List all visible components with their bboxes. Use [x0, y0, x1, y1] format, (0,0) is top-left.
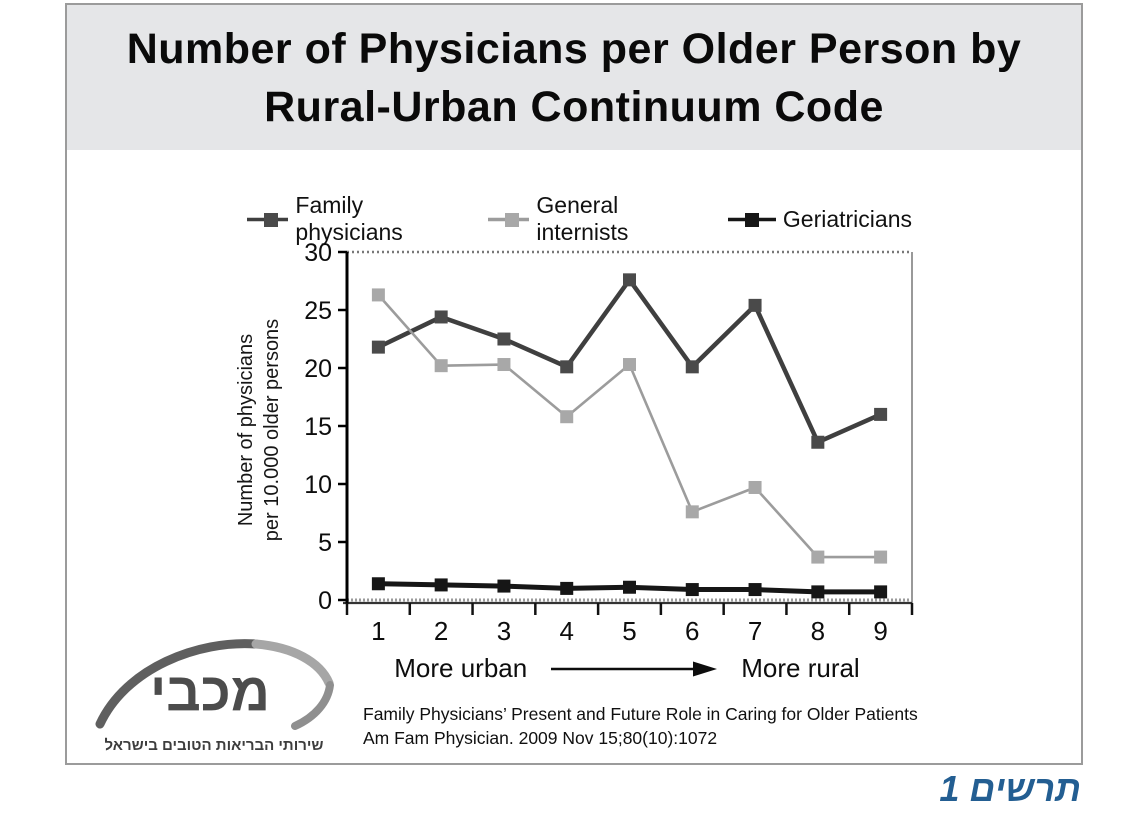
figure-number-label: תרשים 1 — [939, 768, 1081, 809]
legend-item-general-internists: General internists — [487, 192, 692, 246]
maccabi-logo: מכבי שירותי הבריאות הטובים בישראל — [88, 638, 340, 754]
slide: Number of Physicians per Older Person by… — [65, 3, 1083, 765]
physicians-line-chart: 0 5 10 15 20 25 30 1 2 3 4 5 6 7 8 9 — [300, 238, 925, 648]
data-point-general-internists-8 — [811, 550, 825, 564]
legend-label-general-internists: General internists — [536, 192, 629, 245]
maccabi-logo-icon: מכבי — [95, 639, 334, 730]
data-point-family-physicians-5 — [623, 273, 636, 287]
y-axis-title: Number of physicians per 10.000 older pe… — [233, 319, 285, 541]
y-tick-label: 5 — [318, 529, 332, 557]
data-point-geriatricians-4 — [560, 581, 574, 595]
series-geriatricians — [371, 577, 888, 599]
x-tick-label: 2 — [434, 616, 448, 646]
data-point-general-internists-9 — [874, 550, 888, 564]
page-title-line1: Number of Physicians per Older Person by — [126, 24, 1022, 73]
data-point-family-physicians-9 — [874, 407, 888, 421]
data-point-geriatricians-6 — [685, 583, 699, 597]
logo-tagline: שירותי הבריאות הטובים בישראל — [104, 737, 324, 754]
y-tick-label: 20 — [304, 355, 332, 383]
data-point-geriatricians-2 — [434, 578, 448, 592]
data-point-family-physicians-8 — [811, 435, 825, 449]
data-point-geriatricians-8 — [811, 585, 825, 599]
y-axis-title-line1: Number of physicians — [235, 333, 257, 527]
data-point-family-physicians-3 — [497, 332, 511, 346]
data-point-geriatricians-5 — [623, 580, 636, 594]
legend-marker-family-physicians-icon — [247, 212, 289, 227]
x-tick-label: 7 — [748, 616, 762, 646]
x-tick-label: 5 — [622, 616, 636, 646]
legend-item-family-physicians: Family physicians — [247, 192, 452, 246]
y-tick-label: 15 — [304, 413, 332, 441]
data-point-general-internists-4 — [560, 410, 574, 424]
y-tick-label: 0 — [318, 587, 332, 615]
svg-text:מכבי: מכבי — [150, 662, 270, 722]
data-point-family-physicians-6 — [685, 360, 699, 374]
legend-marker-geriatricians-icon — [727, 212, 776, 227]
data-point-general-internists-2 — [434, 359, 448, 373]
x-tick-label: 4 — [559, 616, 573, 646]
y-axis-title-line2: per 10.000 older persons — [261, 318, 283, 542]
more-rural-label: More rural — [741, 653, 860, 683]
legend-item-geriatricians: Geriatricians — [727, 205, 912, 233]
data-point-general-internists-5 — [623, 358, 636, 372]
plot-frame — [343, 250, 913, 605]
source-citation-line1: Family Physicians’ Present and Future Ro… — [363, 704, 918, 724]
y-tick-label: 30 — [304, 239, 332, 267]
data-point-family-physicians-2 — [434, 310, 448, 324]
x-axis: 1 2 3 4 5 6 7 8 9 — [345, 603, 914, 646]
x-axis-annotation: More urban More rural — [337, 653, 917, 684]
page-title-line2: Rural-Urban Continuum Code — [264, 82, 884, 131]
data-point-general-internists-3 — [497, 358, 511, 372]
plot-svg: 0 5 10 15 20 25 30 1 2 3 4 5 6 7 8 9 — [304, 239, 914, 646]
data-point-geriatricians-9 — [874, 585, 888, 599]
y-tick-label: 10 — [304, 471, 332, 499]
chart-legend: Family physicians General internists Geria… — [247, 192, 912, 246]
legend-marker-general-internists-icon — [487, 212, 530, 227]
y-tick-label: 25 — [304, 297, 332, 325]
data-point-general-internists-1 — [371, 288, 385, 302]
data-point-family-physicians-1 — [371, 340, 385, 354]
title-banner: Number of Physicians per Older Person by… — [67, 5, 1081, 150]
legend-label-geriatricians: Geriatricians — [782, 205, 912, 232]
series-family-physicians — [371, 273, 888, 449]
x-tick-label: 3 — [497, 616, 511, 646]
data-point-general-internists-7 — [748, 480, 762, 494]
series-general-internists — [371, 288, 888, 564]
x-tick-label: 6 — [685, 616, 699, 646]
legend-label-family-physicians: Family physicians — [295, 192, 403, 245]
series-line-general-internists — [377, 294, 881, 559]
right-arrow-icon — [551, 661, 718, 676]
data-point-family-physicians-4 — [560, 360, 574, 374]
x-tick-label: 8 — [811, 616, 825, 646]
source-citation-line2: Am Fam Physician. 2009 Nov 15;80(10):107… — [363, 728, 718, 748]
x-tick-label: 1 — [371, 616, 385, 646]
data-point-geriatricians-1 — [371, 577, 385, 591]
more-urban-label: More urban — [394, 653, 528, 683]
y-axis: 0 5 10 15 20 25 30 — [304, 239, 347, 615]
data-point-family-physicians-7 — [748, 298, 762, 312]
data-point-general-internists-6 — [685, 505, 699, 519]
data-point-geriatricians-3 — [497, 579, 511, 593]
data-point-geriatricians-7 — [748, 583, 762, 597]
source-citation: Family Physicians’ Present and Future Ro… — [363, 702, 918, 750]
x-tick-label: 9 — [873, 616, 887, 646]
